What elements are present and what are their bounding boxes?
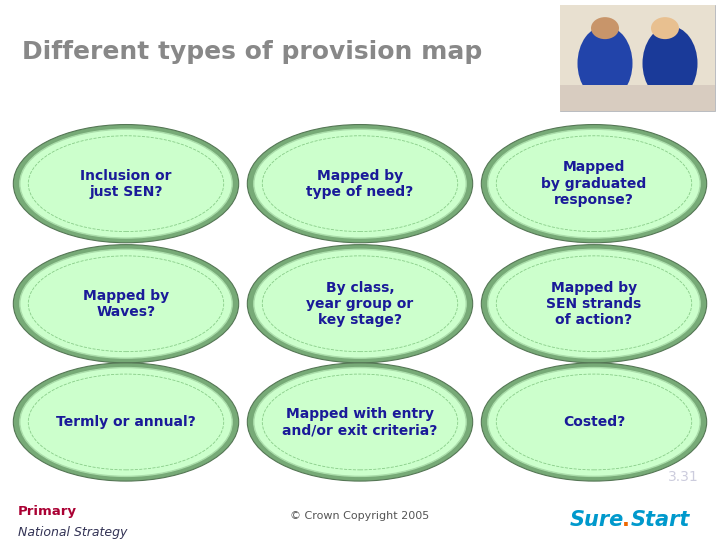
Ellipse shape (248, 363, 473, 481)
Text: 3.31: 3.31 (667, 470, 698, 484)
Ellipse shape (13, 245, 239, 363)
Bar (560, 85, 715, 111)
Ellipse shape (248, 245, 473, 363)
Ellipse shape (13, 125, 239, 243)
Bar (560, 5, 715, 111)
Ellipse shape (488, 368, 701, 476)
Ellipse shape (13, 363, 239, 481)
Text: By class,
year group or
key stage?: By class, year group or key stage? (307, 281, 413, 327)
Ellipse shape (253, 129, 467, 238)
Text: Inclusion or
just SEN?: Inclusion or just SEN? (80, 168, 172, 199)
Text: Start: Start (631, 510, 690, 530)
Ellipse shape (19, 129, 232, 238)
Text: Mapped
by graduated
response?: Mapped by graduated response? (541, 160, 647, 207)
Text: Mapped by
SEN strands
of action?: Mapped by SEN strands of action? (546, 281, 642, 327)
Ellipse shape (248, 125, 473, 243)
Ellipse shape (481, 363, 707, 481)
Ellipse shape (577, 26, 632, 101)
Text: Termly or annual?: Termly or annual? (56, 415, 196, 429)
Ellipse shape (253, 249, 467, 358)
Ellipse shape (19, 368, 232, 476)
Text: Costed?: Costed? (563, 415, 625, 429)
Text: National Strategy: National Strategy (18, 526, 127, 539)
Text: Primary: Primary (18, 505, 77, 518)
Text: Mapped by
type of need?: Mapped by type of need? (307, 168, 413, 199)
Text: Mapped by
Waves?: Mapped by Waves? (83, 289, 169, 319)
Text: Different types of provision map: Different types of provision map (22, 40, 482, 64)
Ellipse shape (19, 249, 232, 358)
Ellipse shape (488, 249, 701, 358)
Ellipse shape (488, 129, 701, 238)
Text: © Crown Copyright 2005: © Crown Copyright 2005 (290, 511, 430, 521)
Text: Mapped with entry
and/or exit criteria?: Mapped with entry and/or exit criteria? (282, 407, 438, 437)
Text: .: . (622, 510, 630, 530)
Ellipse shape (481, 125, 707, 243)
Ellipse shape (591, 17, 619, 39)
Ellipse shape (642, 26, 698, 101)
Ellipse shape (253, 368, 467, 476)
Ellipse shape (651, 17, 679, 39)
Text: Sure: Sure (570, 510, 624, 530)
FancyBboxPatch shape (560, 5, 715, 111)
Ellipse shape (481, 245, 707, 363)
